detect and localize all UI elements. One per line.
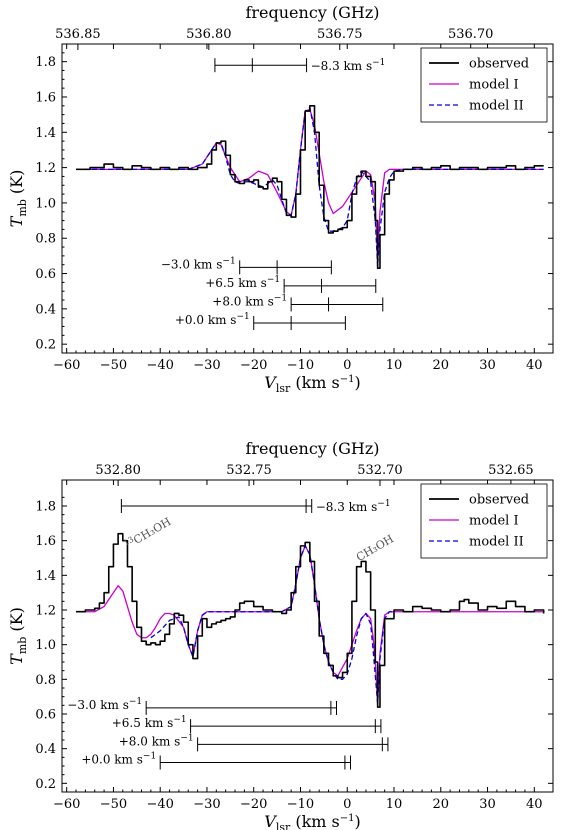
x-tick-label: −50 <box>100 358 127 373</box>
y-tick-label: 1.6 <box>35 90 56 105</box>
y-tick-label: 0.8 <box>35 673 56 688</box>
velocity-marker: +0.0 km s−1 <box>175 312 346 330</box>
velocity-marker: +0.0 km s−1 <box>81 752 352 770</box>
marker-label: +8.0 km s−1 <box>119 733 194 748</box>
y-tick-label: 1.6 <box>35 534 56 549</box>
top-axis-tick-label: 536.85 <box>55 27 101 42</box>
legend-label: observed <box>469 493 529 508</box>
x-tick-label: −10 <box>287 358 314 373</box>
data-group <box>76 105 544 270</box>
x-tick-label: 30 <box>479 797 496 812</box>
legend-label: model I <box>469 78 519 93</box>
y-tick-label: 0.8 <box>35 232 56 247</box>
chart-panel-2: −60 −50 −40 −30 −20 −10 0 10 20 30 40 0.2 0.4 0.6 0.8 1… <box>7 439 554 830</box>
marker-label: −3.0 km s−1 <box>161 256 236 271</box>
x-tick-label: 40 <box>526 358 543 373</box>
top-axis-tick-label: 536.80 <box>186 27 232 42</box>
legend-label: model II <box>469 99 524 114</box>
top-axis-title: frequency (GHz) <box>245 3 379 22</box>
x-tick-label: −20 <box>240 797 267 812</box>
legend-box <box>420 47 548 123</box>
marker-label: +8.0 km s−1 <box>212 293 287 308</box>
y-tick-label: 0.6 <box>35 708 56 723</box>
velocity-marker: −3.0 km s−1 <box>67 697 337 715</box>
y-tick-label: 1.4 <box>35 569 56 584</box>
top-axis-tick-label: 532.65 <box>488 463 534 478</box>
y-tick-label: 0.4 <box>35 742 56 757</box>
x-axis-title: Vlsr (km s−1) <box>264 373 360 395</box>
x-tick-label: −40 <box>146 797 173 812</box>
x-tick-label: 0 <box>343 358 351 373</box>
chart-panel-1: −60 −50 −40 −30 −20 −10 0 10 20 30 40 0.2 0.4 0.6 0.8 1… <box>7 3 554 395</box>
x-tick-label: 20 <box>432 797 449 812</box>
x-tick-label: 40 <box>526 797 543 812</box>
velocity-marker: +6.5 km s−1 <box>112 715 382 734</box>
velocity-marker: −8.3 km s−1 <box>214 58 386 73</box>
molecule-label: CH₃OH <box>354 532 396 564</box>
x-tick-label: −40 <box>146 358 173 373</box>
y-tick-label: 1.8 <box>35 500 56 515</box>
series-line-model-II <box>150 545 395 705</box>
y-tick-label: 1.0 <box>35 196 56 211</box>
top-axis-title: frequency (GHz) <box>245 439 379 458</box>
top-axis-tick-label: 532.80 <box>95 463 141 478</box>
marker-label: +6.5 km s−1 <box>205 275 280 290</box>
x-tick-label: −60 <box>53 358 80 373</box>
x-tick-label: −30 <box>193 797 220 812</box>
velocity-marker: +6.5 km s−1 <box>205 275 377 293</box>
marker-label: +0.0 km s−1 <box>175 312 250 327</box>
y-tick-label: 1.4 <box>35 126 56 141</box>
x-tick-label: 10 <box>386 797 403 812</box>
x-tick-label: 20 <box>432 358 449 373</box>
y-tick-label: 0.2 <box>35 777 56 792</box>
marker-label: +6.5 km s−1 <box>112 715 187 730</box>
legend-label: model I <box>469 514 519 529</box>
molecule-label: 13CH₃OH <box>122 514 173 552</box>
y-tick-label: 1.2 <box>35 161 56 176</box>
marker-label: +0.0 km s−1 <box>81 752 156 767</box>
marker-label: −3.0 km s−1 <box>67 697 142 712</box>
x-tick-label: −30 <box>193 358 220 373</box>
y-tick-label: 1.2 <box>35 604 56 619</box>
y-tick-label: 0.4 <box>35 302 56 317</box>
legend-label: model II <box>469 535 524 550</box>
x-tick-label: −50 <box>100 797 127 812</box>
legend: observed model I model II <box>420 47 548 123</box>
series-line-model-I <box>76 545 544 705</box>
x-tick-label: −20 <box>240 358 267 373</box>
marker-label: −8.3 km s−1 <box>316 499 391 514</box>
top-axis-tick-label: 532.70 <box>357 463 403 478</box>
x-axis-title: Vlsr (km s−1) <box>264 812 360 830</box>
data-group <box>76 532 545 708</box>
y-axis-title: Tmb (K) <box>7 607 29 665</box>
series-line-model-II <box>76 106 544 268</box>
marker-label: −8.3 km s−1 <box>311 58 386 73</box>
x-tick-label: 10 <box>386 358 403 373</box>
x-tick-label: 0 <box>343 797 351 812</box>
y-tick-label: 1.8 <box>35 55 56 70</box>
velocity-marker: −3.0 km s−1 <box>161 256 332 275</box>
legend-label: observed <box>469 57 529 72</box>
y-tick-label: 1.0 <box>35 638 56 653</box>
series-line-observed <box>76 105 544 270</box>
velocity-marker: +8.0 km s−1 <box>212 293 384 312</box>
velocity-marker: −8.3 km s−1 <box>120 499 391 514</box>
top-axis-tick-label: 536.75 <box>317 27 363 42</box>
y-axis-title: Tmb (K) <box>7 170 29 228</box>
y-tick-label: 0.2 <box>35 338 56 353</box>
legend: observed model I model II <box>420 483 548 559</box>
top-axis-tick-label: 536.70 <box>448 27 494 42</box>
y-tick-label: 0.6 <box>35 267 56 282</box>
x-tick-label: 30 <box>479 358 496 373</box>
series-line-observed <box>76 532 545 708</box>
plot-frame <box>61 43 554 354</box>
top-axis-tick-label: 532.75 <box>226 463 272 478</box>
series-line-model-I <box>76 108 544 264</box>
x-tick-label: −60 <box>53 797 80 812</box>
x-tick-label: −10 <box>287 797 314 812</box>
legend-box <box>420 483 548 559</box>
velocity-marker: +8.0 km s−1 <box>119 733 389 752</box>
